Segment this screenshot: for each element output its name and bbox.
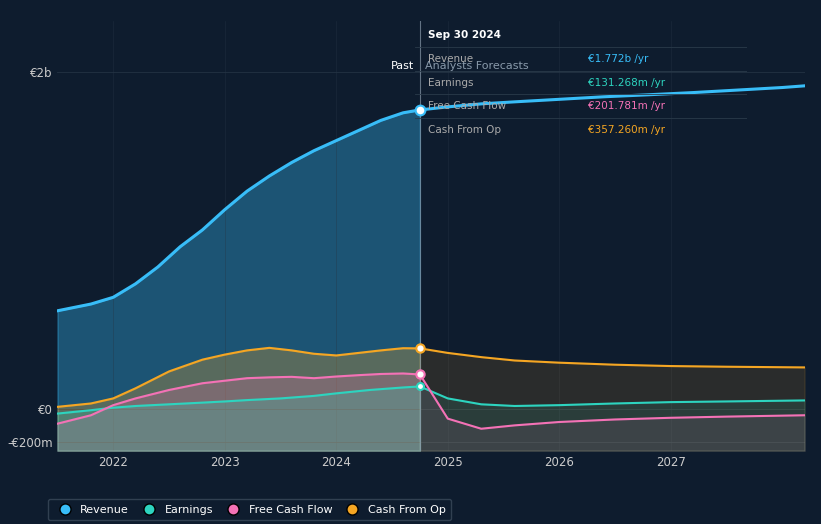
Text: Sep 30 2024: Sep 30 2024: [428, 30, 501, 40]
Text: €1.772b /yr: €1.772b /yr: [588, 54, 648, 64]
Text: €357.260m /yr: €357.260m /yr: [588, 125, 664, 135]
Text: Cash From Op: Cash From Op: [428, 125, 501, 135]
Text: €131.268m /yr: €131.268m /yr: [588, 78, 665, 88]
Text: Past: Past: [391, 61, 415, 71]
Legend: Revenue, Earnings, Free Cash Flow, Cash From Op: Revenue, Earnings, Free Cash Flow, Cash …: [48, 499, 452, 520]
Text: Earnings: Earnings: [428, 78, 474, 88]
Text: Free Cash Flow: Free Cash Flow: [428, 101, 506, 111]
Text: Analysts Forecasts: Analysts Forecasts: [425, 61, 529, 71]
Text: €201.781m /yr: €201.781m /yr: [588, 101, 664, 111]
Text: Revenue: Revenue: [428, 54, 473, 64]
